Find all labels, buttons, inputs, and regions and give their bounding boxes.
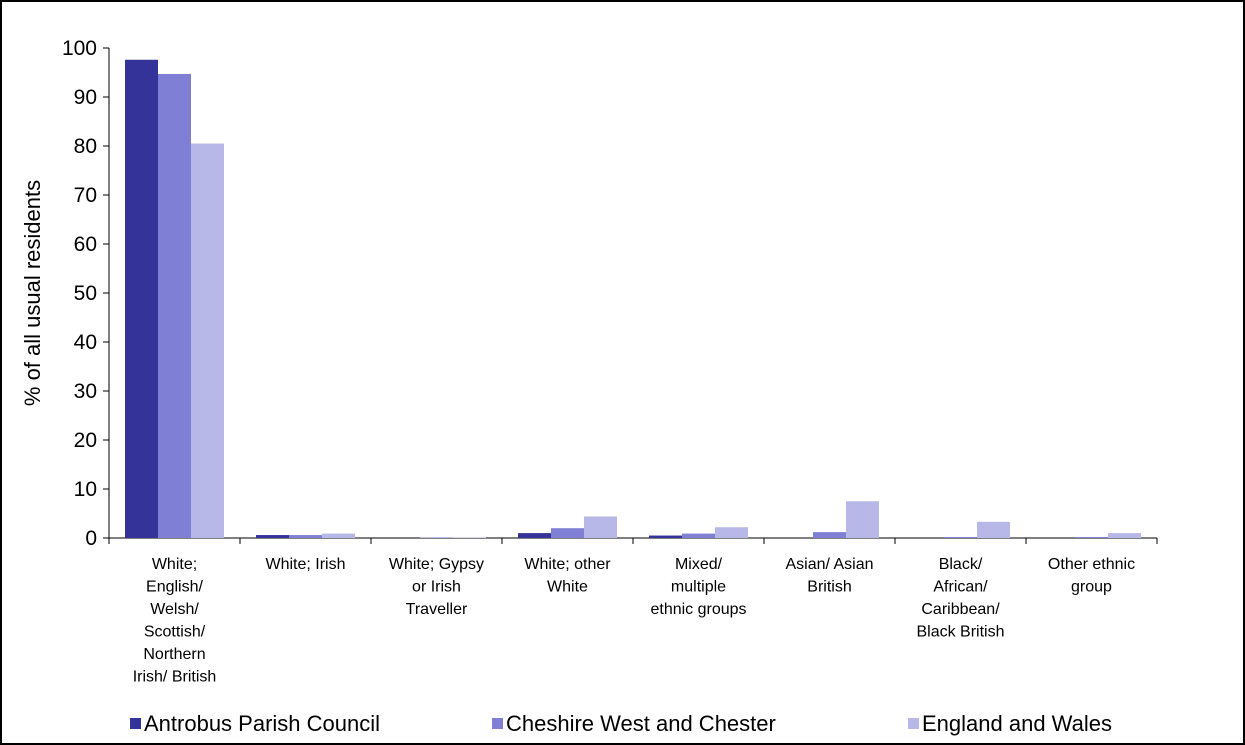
bar-3-5 <box>715 527 748 538</box>
bar-1-4 <box>518 533 551 538</box>
bar-1-2 <box>256 535 289 538</box>
bar-2-6 <box>813 532 846 538</box>
category-label-line: or Irish <box>412 579 461 596</box>
y-tick-label-40: 40 <box>74 331 97 354</box>
axes <box>103 47 1158 544</box>
y-tick-label-80: 80 <box>74 135 97 158</box>
bar-3-4 <box>584 516 617 538</box>
legend-swatch-2 <box>492 718 503 729</box>
category-label-3: White; Gypsy or Irish Traveller <box>389 556 484 618</box>
category-label-line: Black/ <box>939 556 983 573</box>
bar-1-1 <box>125 59 158 538</box>
y-tick-label-100: 100 <box>62 37 97 60</box>
bar-2-4 <box>551 528 584 538</box>
category-label-line: White <box>547 579 588 596</box>
category-label-line: Mixed/ <box>675 556 723 573</box>
category-label-7: Black/African/Caribbean/Black British <box>916 556 1004 641</box>
bar-2-7 <box>944 537 977 538</box>
bar-3-6 <box>846 501 879 538</box>
bar-1-5 <box>649 535 682 538</box>
labels: 0 10 20 30 40 50 60 70 80 90 100 White; English/Wels… <box>62 37 1135 686</box>
bar-2-1 <box>158 73 191 538</box>
category-label-line: White; Gypsy <box>389 556 484 573</box>
y-tick-label-50: 50 <box>74 282 97 305</box>
y-tick-label-60: 60 <box>74 233 97 256</box>
bar-2-8 <box>1075 537 1108 538</box>
bar-2-5 <box>682 533 715 538</box>
category-label-line: Irish/ British <box>133 669 217 686</box>
y-tick-label-70: 70 <box>74 184 97 207</box>
category-label-line: Northern <box>143 646 205 663</box>
category-label-line: Scottish/ <box>144 624 206 641</box>
y-tick-label-90: 90 <box>74 86 97 109</box>
y-tick-label-10: 10 <box>74 478 97 501</box>
legend-label-1: Antrobus Parish Council <box>144 711 380 736</box>
bars <box>125 59 1141 539</box>
category-label-line: Welsh/ <box>150 601 199 618</box>
bar-3-2 <box>322 533 355 538</box>
category-label-line: multiple <box>671 579 726 596</box>
category-label-line: White; <box>152 556 197 573</box>
category-label-line: group <box>1071 579 1112 596</box>
category-label-line: Traveller <box>406 601 468 618</box>
category-label-line: Asian/ Asian <box>785 556 873 573</box>
category-label-line: White; Irish <box>265 556 345 573</box>
category-label-line: African/ <box>933 579 988 596</box>
y-tick-label-20: 20 <box>74 429 97 452</box>
legend-label-2: Cheshire West and Chester <box>506 711 776 736</box>
category-label-8: Other ethnic group <box>1048 556 1135 596</box>
category-label-1: White; English/Welsh/Scottish/Northern Iri… <box>133 556 217 686</box>
category-label-4: White; other White <box>524 556 611 596</box>
bar-2-2 <box>289 535 322 538</box>
category-label-line: Black British <box>916 624 1004 641</box>
legend: Antrobus Parish Council Cheshire West and… <box>130 711 1112 736</box>
category-label-line: English/ <box>146 579 203 596</box>
y-axis-title-group: % of all usual residents <box>20 180 45 406</box>
category-label-5: Mixed/multiple ethnic groups <box>650 556 746 618</box>
y-tick-label-30: 30 <box>74 380 97 403</box>
category-label-line: White; other <box>524 556 611 573</box>
category-label-line: ethnic groups <box>650 601 746 618</box>
category-label-line: British <box>807 579 851 596</box>
bar-3-7 <box>977 521 1010 538</box>
category-label-line: Caribbean/ <box>921 601 1000 618</box>
category-label-6: Asian/ Asian British <box>785 556 873 596</box>
y-axis-title: % of all usual residents <box>20 180 45 406</box>
bar-3-8 <box>1108 533 1141 538</box>
legend-swatch-1 <box>130 718 141 729</box>
category-label-line: Other ethnic <box>1048 556 1135 573</box>
category-label-2: White; Irish <box>265 556 345 573</box>
legend-label-3: England and Wales <box>922 711 1112 736</box>
bar-3-1 <box>191 143 224 539</box>
legend-swatch-3 <box>908 718 919 729</box>
y-tick-label-0: 0 <box>85 527 97 550</box>
